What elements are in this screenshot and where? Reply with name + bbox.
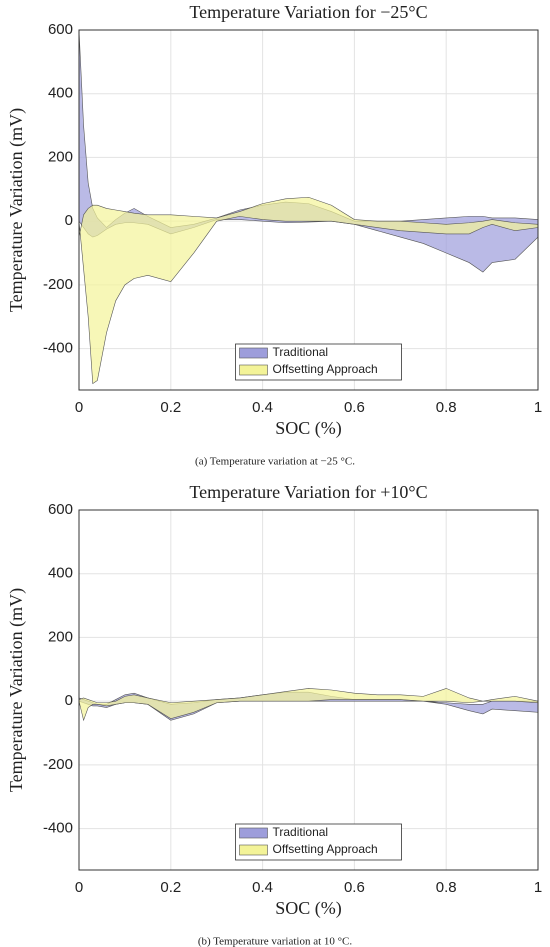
legend-swatch [239, 347, 268, 359]
y-tick-label: -400 [43, 820, 73, 837]
x-tick-label: 0.4 [252, 399, 273, 416]
y-tick-label: 600 [48, 501, 73, 518]
y-tick-label: 0 [65, 212, 73, 229]
legend-label: Offsetting Approach [273, 842, 378, 856]
y-tick-label: 200 [48, 628, 73, 645]
y-tick-label: 200 [48, 148, 73, 165]
x-axis-label: SOC (%) [275, 898, 342, 919]
axes-box [78, 29, 539, 391]
chart-title: Temperature Variation for +10°C [189, 482, 427, 502]
y-tick-label: 400 [48, 85, 73, 102]
caption: (a) Temperature variation at −25 °C. [195, 456, 355, 468]
caption: (b) Temperature variation at 10 °C. [198, 936, 353, 947]
x-tick-label: 0 [75, 879, 83, 896]
y-tick-label: 600 [48, 21, 73, 38]
y-tick-label: 400 [48, 565, 73, 582]
x-tick-label: 0 [75, 399, 83, 416]
x-tick-label: 0.2 [160, 879, 181, 896]
x-axis-label: SOC (%) [275, 418, 342, 439]
legend-swatch [239, 844, 268, 856]
x-tick-label: 0.6 [344, 399, 365, 416]
x-tick-label: 0.6 [344, 879, 365, 896]
y-axis-label: Temperature Variation (mV) [6, 588, 27, 792]
y-tick-label: -200 [43, 276, 73, 293]
y-tick-label: -400 [43, 340, 73, 357]
y-tick-label: -200 [43, 756, 73, 773]
legend-label: Offsetting Approach [273, 362, 378, 376]
x-tick-label: 1 [534, 879, 542, 896]
axes-box [78, 509, 539, 871]
x-tick-label: 0.4 [252, 879, 273, 896]
legend-label: Traditional [273, 345, 329, 359]
x-tick-label: 0.2 [160, 399, 181, 416]
x-tick-label: 0.8 [436, 399, 457, 416]
x-tick-label: 1 [534, 399, 542, 416]
legend-label: Traditional [273, 825, 329, 839]
y-axis-label: Temperature Variation (mV) [6, 108, 27, 312]
legend-swatch [239, 827, 268, 839]
y-tick-label: 0 [65, 692, 73, 709]
x-tick-label: 0.8 [436, 879, 457, 896]
chart-title: Temperature Variation for −25°C [189, 2, 427, 22]
legend-swatch [239, 364, 268, 376]
